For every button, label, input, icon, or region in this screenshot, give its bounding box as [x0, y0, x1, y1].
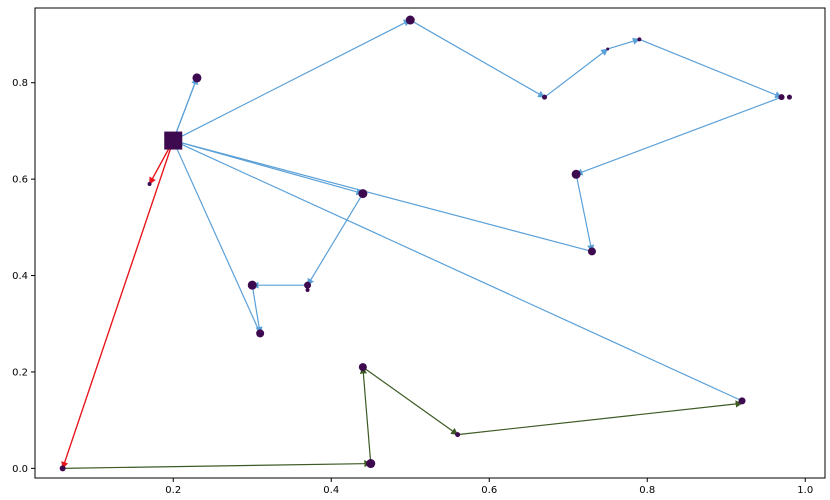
route-segment	[544, 48, 609, 98]
route-segment	[607, 37, 641, 50]
x-tick-label: 0.8	[639, 485, 655, 496]
data-point	[738, 397, 746, 405]
route-segment	[575, 96, 782, 176]
data-point	[587, 247, 596, 256]
data-point	[147, 181, 152, 186]
data-point	[247, 280, 257, 290]
y-tick-label: 0.0	[12, 464, 28, 475]
route-segment	[172, 139, 743, 402]
depot-layer	[164, 131, 183, 150]
data-point	[571, 169, 581, 179]
route-lines	[61, 19, 783, 470]
data-point	[305, 288, 310, 292]
data-point	[542, 94, 548, 100]
data-point	[405, 15, 415, 25]
route-segment	[362, 366, 459, 436]
route-segment	[172, 77, 198, 142]
data-point	[192, 73, 202, 83]
data-point	[786, 94, 792, 100]
route-segment	[62, 460, 372, 469]
x-tick-label: 0.2	[165, 485, 181, 496]
axis-ticks: 0.2 0.4 0.6 0.8 1.0 0.0 0.2 0.4 0.6 0.8	[12, 78, 813, 496]
y-tick-label: 0.4	[12, 271, 28, 282]
route-segment	[639, 38, 783, 99]
x-tick-label: 1.0	[797, 485, 813, 496]
route-segment	[409, 19, 546, 98]
route-segment	[62, 139, 175, 469]
route-segment	[172, 139, 261, 334]
data-point	[59, 465, 66, 472]
data-point	[778, 94, 785, 101]
y-tick-label: 0.8	[12, 78, 28, 89]
x-tick-label: 0.4	[323, 485, 339, 496]
data-point	[358, 363, 367, 372]
data-point	[455, 432, 461, 438]
route-segment	[359, 366, 372, 464]
depot-marker	[164, 131, 183, 150]
route-segment	[173, 139, 364, 196]
route-segment	[172, 19, 411, 142]
data-point	[606, 47, 610, 51]
data-point	[256, 329, 265, 338]
y-tick-label: 0.6	[12, 175, 28, 186]
data-point	[358, 189, 368, 199]
customer-points	[59, 15, 792, 472]
route-segment	[307, 193, 364, 286]
x-tick-label: 0.6	[481, 485, 497, 496]
route-segment	[251, 285, 263, 335]
route-segment	[172, 138, 593, 253]
y-tick-label: 0.2	[12, 367, 28, 378]
data-point	[366, 459, 376, 469]
data-point	[637, 37, 642, 42]
route-segment	[575, 174, 595, 253]
data-point	[304, 281, 312, 289]
route-segment	[457, 400, 743, 436]
plot-area	[34, 7, 826, 479]
